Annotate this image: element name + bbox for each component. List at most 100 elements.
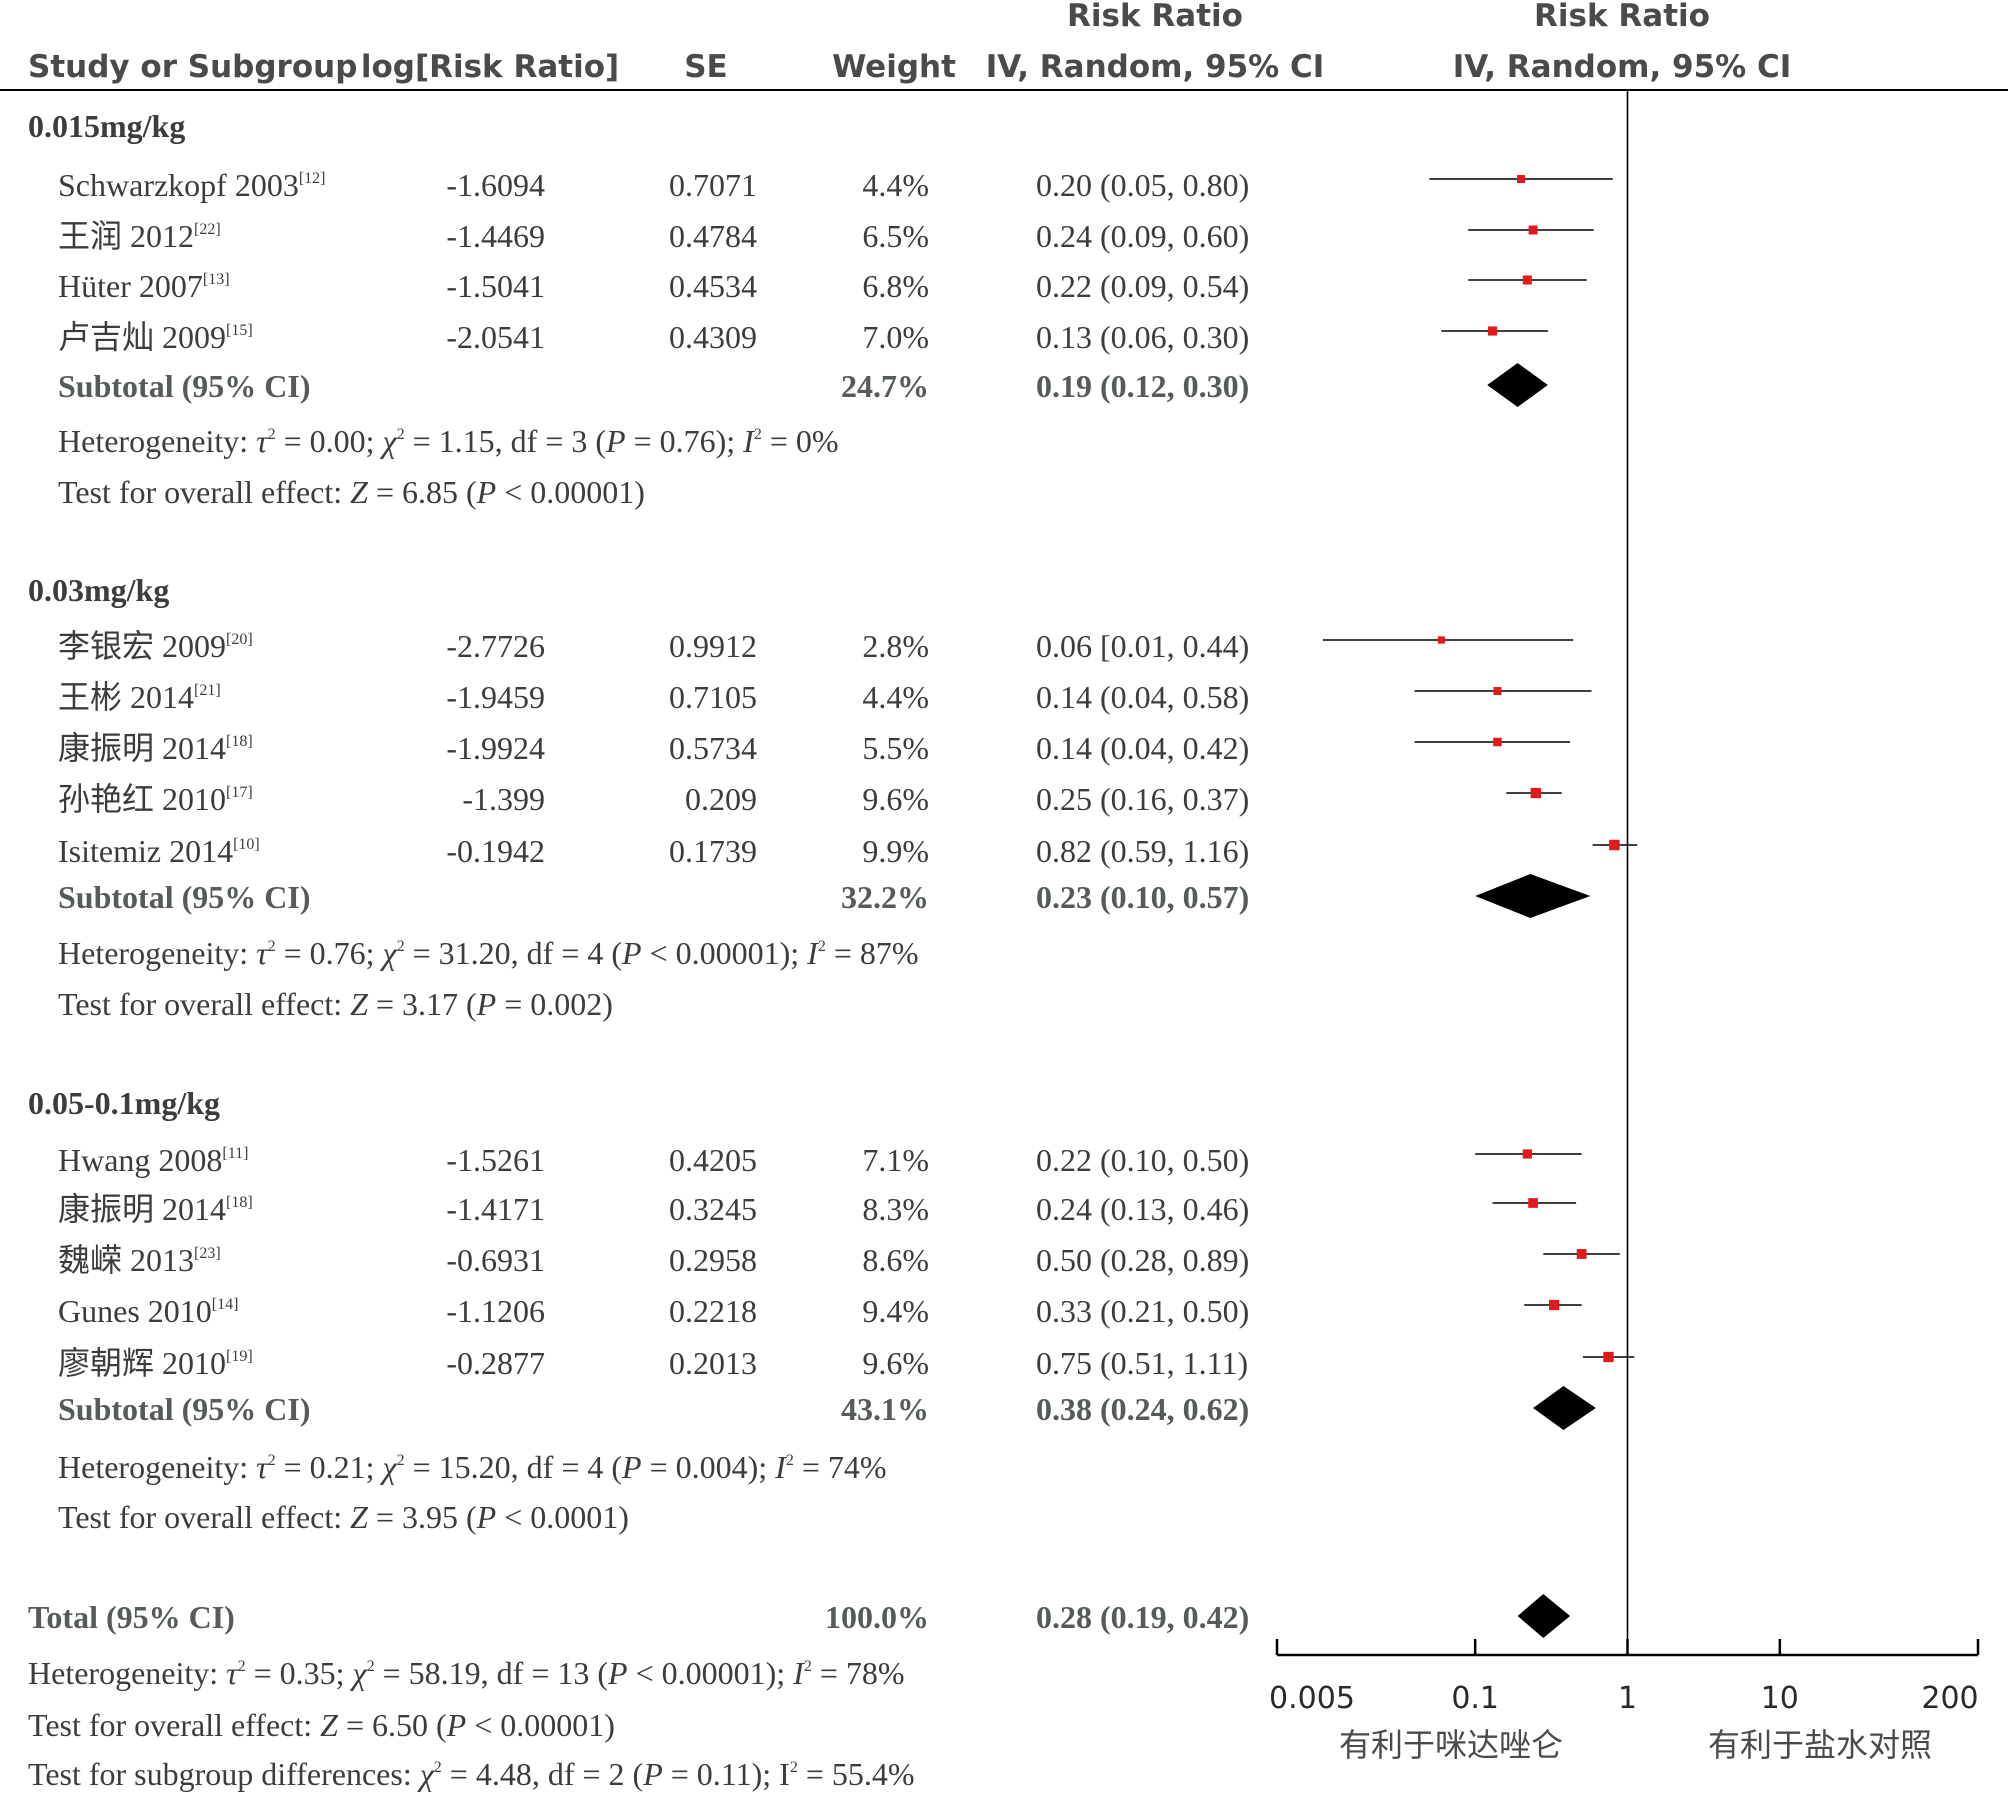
rr-ci-value: 0.22 (0.09, 0.54) [1036,268,1249,304]
header-rr-top: Risk Ratio [1067,0,1243,34]
total-rr-ci: 0.28 (0.19, 0.42) [1036,1599,1249,1635]
weight-value: 9.4% [862,1293,929,1329]
log-rr-value: -0.2877 [446,1345,545,1381]
rr-ci-value: 0.75 (0.51, 1.11) [1036,1345,1248,1381]
se-value: 0.3245 [669,1191,757,1227]
rr-ci-value: 0.33 (0.21, 0.50) [1036,1293,1249,1329]
se-value: 0.4205 [669,1142,757,1178]
point-estimate [1528,1198,1538,1208]
rr-ci-value: 0.22 (0.10, 0.50) [1036,1142,1249,1178]
subtotal-label: Subtotal (95% CI) [58,879,310,915]
study-name: 卢吉灿 2009[15] [58,319,253,355]
study-name: Isitemiz 2014[10] [58,833,260,869]
heterogeneity-text: Heterogeneity: τ2 = 0.21; χ2 = 15.20, df… [58,1449,887,1485]
subtotal-weight: 24.7% [841,368,929,404]
subtotal-rr-ci: 0.19 (0.12, 0.30) [1036,368,1249,404]
point-estimate [1493,737,1502,747]
overall-effect-text: Test for overall effect: Z = 3.95 (P < 0… [58,1499,629,1535]
subgroup-differences-text: Test for subgroup differences: χ2 = 4.48… [28,1756,915,1792]
group-title: 0.05-0.1mg/kg [28,1085,220,1121]
log-rr-value: -0.1942 [446,833,545,869]
point-estimate [1437,636,1446,644]
weight-value: 2.8% [862,628,929,664]
study-name: Hwang 2008[11] [58,1142,248,1178]
x-tick-label: 0.1 [1451,1681,1499,1716]
rr-ci-value: 0.24 (0.13, 0.46) [1036,1191,1249,1227]
header-weight: Weight [832,49,956,85]
se-value: 0.1739 [669,833,757,869]
se-value: 0.4784 [669,218,757,254]
weight-value: 4.4% [862,679,929,715]
weight-value: 7.1% [862,1142,929,1178]
subtotal-label: Subtotal (95% CI) [58,1391,310,1427]
log-rr-value: -1.6094 [446,167,545,203]
study-name: 魏嵘 2013[23] [58,1242,221,1278]
study-name: 廖朝辉 2010[19] [58,1345,253,1381]
point-estimate [1549,1299,1560,1311]
subtotal-rr-ci: 0.38 (0.24, 0.62) [1036,1391,1249,1427]
subtotal-rr-ci: 0.23 (0.10, 0.57) [1036,879,1249,915]
rr-ci-value: 0.24 (0.09, 0.60) [1036,218,1249,254]
weight-value: 9.6% [862,781,929,817]
total-diamond [1517,1594,1571,1638]
study-name: 康振明 2014[18] [58,730,253,766]
weight-value: 9.6% [862,1345,929,1381]
point-estimate [1609,839,1620,851]
point-estimate [1576,1249,1587,1259]
study-name: Schwarzkopf 2003[12] [58,167,325,203]
subtotal-diamond [1475,874,1591,918]
study-name: 王彬 2014[21] [58,679,221,715]
weight-value: 8.6% [862,1242,929,1278]
rr-ci-value: 0.50 (0.28, 0.89) [1036,1242,1249,1278]
se-value: 0.209 [685,781,757,817]
point-estimate [1493,687,1502,695]
weight-value: 8.3% [862,1191,929,1227]
se-value: 0.7071 [669,167,757,203]
log-rr-value: -1.1206 [446,1293,545,1329]
total-overall-effect-text: Test for overall effect: Z = 6.50 (P < 0… [28,1707,615,1743]
rr-ci-value: 0.06 [0.01, 0.44) [1036,628,1249,664]
weight-value: 4.4% [862,167,929,203]
log-rr-value: -1.9459 [446,679,545,715]
se-value: 0.2958 [669,1242,757,1278]
log-rr-value: -1.4469 [446,218,545,254]
group-title: 0.03mg/kg [28,572,169,608]
header-se: SE [684,49,728,85]
log-rr-value: -1.399 [462,781,545,817]
log-rr-value: -0.6931 [446,1242,545,1278]
se-value: 0.7105 [669,679,757,715]
se-value: 0.9912 [669,628,757,664]
log-rr-value: -2.7726 [446,628,545,664]
x-tick-label: 0.005 [1269,1681,1355,1716]
x-tick-label: 1 [1618,1681,1637,1716]
se-value: 0.2218 [669,1293,757,1329]
subtotal-weight: 32.2% [841,879,929,915]
point-estimate [1603,1351,1614,1363]
point-estimate [1528,225,1538,235]
total-weight: 100.0% [825,1599,929,1635]
heterogeneity-text: Heterogeneity: τ2 = 0.00; χ2 = 1.15, df … [58,423,839,459]
se-value: 0.4309 [669,319,757,355]
study-name: 王润 2012[22] [58,218,221,254]
weight-value: 6.8% [862,268,929,304]
point-estimate [1522,1149,1532,1159]
heterogeneity-text: Heterogeneity: τ2 = 0.76; χ2 = 31.20, df… [58,935,919,971]
study-name: 孙艳红 2010[17] [58,781,253,817]
study-name: Gunes 2010[14] [58,1293,238,1329]
rr-ci-value: 0.25 (0.16, 0.37) [1036,781,1249,817]
study-name: Hüter 2007[13] [58,268,230,304]
group-title: 0.015mg/kg [28,108,185,144]
x-tick-label: 10 [1761,1681,1799,1716]
point-estimate [1522,275,1532,285]
weight-value: 9.9% [862,833,929,869]
total-label: Total (95% CI) [28,1599,235,1635]
point-estimate [1487,326,1498,336]
rr-ci-value: 0.20 (0.05, 0.80) [1036,167,1249,203]
total-heterogeneity-text: Heterogeneity: τ2 = 0.35; χ2 = 58.19, df… [28,1655,905,1691]
rr-ci-value: 0.14 (0.04, 0.58) [1036,679,1249,715]
se-value: 0.2013 [669,1345,757,1381]
subtotal-diamond [1487,363,1548,407]
rr-ci-value: 0.14 (0.04, 0.42) [1036,730,1249,766]
point-estimate [1530,787,1541,799]
